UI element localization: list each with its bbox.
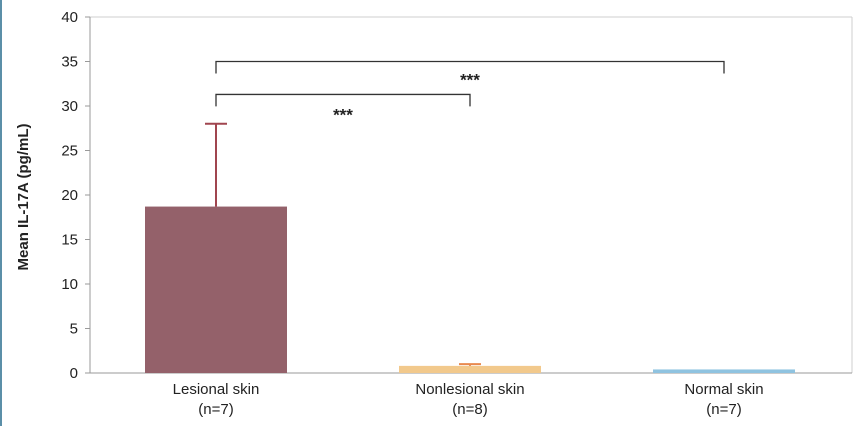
significance-bracket (215, 93, 471, 107)
x-tick-label: Lesional skin (173, 381, 260, 398)
x-tick-label: (n=8) (452, 401, 487, 418)
x-tick-label: Normal skin (684, 381, 763, 398)
significance-brackets: *** *** (215, 60, 725, 124)
error-bars (205, 122, 481, 366)
y-tick-label: 30 (61, 98, 78, 115)
plot-area (90, 16, 853, 373)
bar (653, 369, 795, 373)
significance-label: *** (460, 71, 480, 90)
x-tick-label: Nonlesional skin (415, 381, 524, 398)
significance-bracket (215, 60, 725, 74)
y-tick-label: 5 (70, 321, 78, 338)
x-tick-label: (n=7) (706, 401, 741, 418)
y-tick-label: 15 (61, 232, 78, 249)
y-tick-label: 0 (70, 365, 78, 382)
y-tick-label: 25 (61, 143, 78, 160)
bar (399, 365, 541, 373)
x-tick-label: (n=7) (198, 401, 233, 418)
significance-label: *** (333, 105, 353, 124)
y-axis-label: Mean IL-17A (pg/mL) (15, 124, 32, 271)
y-tick-label: 35 (61, 54, 78, 71)
bars (145, 206, 795, 373)
y-tick-label: 20 (61, 187, 78, 204)
bar (145, 206, 287, 373)
y-tick-label: 10 (61, 276, 78, 293)
y-tick-label: 40 (61, 9, 78, 26)
x-axis-labels: Lesional skin (n=7) Nonlesional skin (n=8) N… (173, 381, 764, 418)
